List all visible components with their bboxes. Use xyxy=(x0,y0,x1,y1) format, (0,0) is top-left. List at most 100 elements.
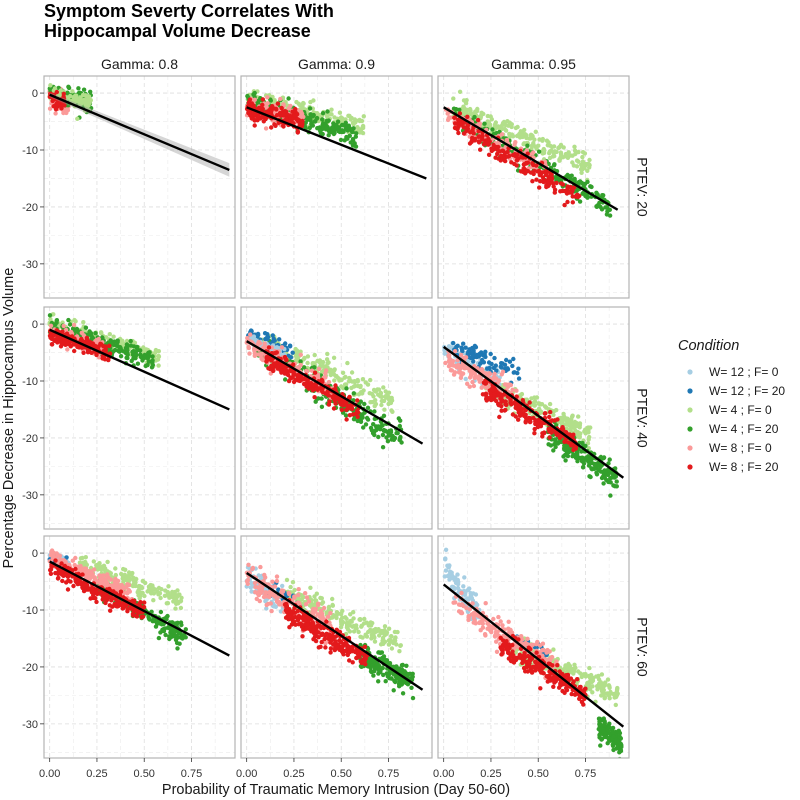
data-point xyxy=(323,122,328,127)
data-point xyxy=(538,410,544,415)
data-point xyxy=(245,335,250,341)
data-point xyxy=(65,95,70,100)
data-point xyxy=(175,646,180,651)
data-point xyxy=(246,110,251,115)
data-point xyxy=(549,177,554,182)
data-point xyxy=(381,413,387,418)
data-point xyxy=(464,110,469,115)
data-point xyxy=(572,144,577,149)
panel-border xyxy=(240,306,433,530)
data-point xyxy=(351,391,356,396)
data-point xyxy=(594,470,599,475)
data-point xyxy=(585,179,590,185)
data-point xyxy=(264,104,269,110)
data-point xyxy=(336,128,341,134)
data-point xyxy=(493,120,498,125)
data-point xyxy=(64,555,69,560)
data-point xyxy=(451,340,456,346)
data-point xyxy=(587,434,592,440)
data-point xyxy=(534,421,539,426)
data-point xyxy=(255,113,260,119)
data-point xyxy=(286,96,291,101)
data-point xyxy=(343,120,348,126)
data-point xyxy=(398,434,403,440)
data-point xyxy=(307,125,312,131)
data-point xyxy=(472,343,478,349)
data-point xyxy=(518,404,523,410)
data-point xyxy=(554,432,559,437)
data-point xyxy=(332,398,337,403)
data-point xyxy=(587,157,592,163)
data-point xyxy=(118,354,124,359)
data-point xyxy=(323,127,329,132)
data-point xyxy=(451,106,457,111)
data-point xyxy=(344,417,349,422)
data-point xyxy=(278,111,283,117)
data-point xyxy=(493,144,498,150)
data-point xyxy=(355,398,360,403)
data-point xyxy=(538,179,543,184)
data-point xyxy=(541,146,546,152)
data-point xyxy=(361,425,366,430)
data-point xyxy=(510,152,516,158)
data-point xyxy=(88,331,94,336)
data-point xyxy=(282,354,288,360)
data-point xyxy=(122,572,128,577)
data-point xyxy=(560,427,566,432)
data-point xyxy=(129,572,134,577)
data-point xyxy=(75,116,80,122)
data-point xyxy=(146,614,151,620)
panel-border xyxy=(43,306,236,530)
data-point xyxy=(530,161,535,166)
data-point xyxy=(486,360,492,365)
data-point xyxy=(499,392,504,398)
data-point xyxy=(531,150,536,155)
facet-column-label: Gamma: 0.8 xyxy=(101,56,178,72)
data-point xyxy=(541,177,546,182)
data-point xyxy=(334,123,339,128)
data-point xyxy=(348,140,353,145)
data-point xyxy=(245,93,250,99)
data-point xyxy=(308,118,313,123)
data-point xyxy=(567,423,572,428)
data-point xyxy=(463,376,468,382)
data-point xyxy=(589,184,594,190)
data-point xyxy=(78,95,83,100)
data-point xyxy=(540,151,545,156)
data-point xyxy=(331,355,337,360)
data-point xyxy=(55,102,60,107)
data-point xyxy=(507,359,513,364)
data-point xyxy=(507,131,512,137)
data-point xyxy=(328,370,334,375)
data-point xyxy=(495,125,500,130)
data-point xyxy=(299,109,304,115)
data-point xyxy=(606,461,611,466)
data-point xyxy=(580,154,585,160)
data-point xyxy=(447,362,453,368)
data-point xyxy=(49,342,55,347)
data-point xyxy=(252,97,257,103)
data-point xyxy=(529,396,534,401)
data-point xyxy=(358,128,364,134)
data-point xyxy=(447,356,452,362)
data-point xyxy=(467,384,472,389)
data-point xyxy=(287,113,293,118)
data-point xyxy=(340,370,346,375)
data-point xyxy=(70,89,75,94)
data-point xyxy=(484,394,489,399)
data-point xyxy=(339,407,345,413)
data-point xyxy=(48,83,53,88)
data-point xyxy=(261,345,266,350)
data-point xyxy=(475,108,480,114)
facet-panel xyxy=(437,306,630,530)
data-point xyxy=(542,411,548,416)
data-point xyxy=(552,153,557,159)
data-point xyxy=(59,340,64,346)
data-point xyxy=(572,421,578,426)
data-point xyxy=(549,430,554,435)
data-point xyxy=(325,361,330,366)
data-point xyxy=(286,353,291,358)
data-point xyxy=(484,398,489,403)
data-point xyxy=(370,399,375,405)
data-point xyxy=(279,345,285,350)
